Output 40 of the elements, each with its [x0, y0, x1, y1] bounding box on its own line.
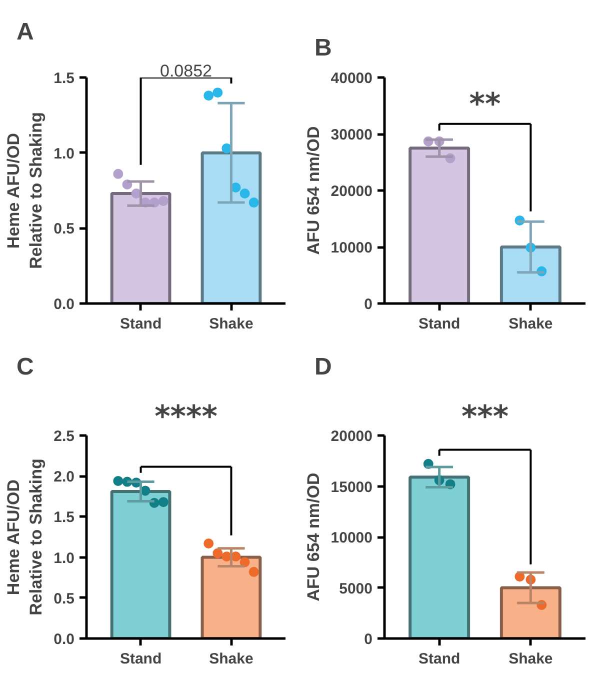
x-tick-label: Stand	[120, 650, 162, 668]
y-tick-label: 0	[364, 296, 372, 313]
y-tick-label: 40000	[330, 70, 373, 87]
x-tick-label: Shake	[209, 316, 254, 332]
x-tick-label: Shake	[508, 650, 553, 668]
x-tick-label: Stand	[120, 316, 162, 332]
x-tick-label: Shake	[508, 316, 553, 332]
x-tick-label: Shake	[209, 650, 254, 668]
y-axis-title: Heme AFU/OD Relative to Shaking	[4, 458, 46, 616]
chart-title: B	[314, 34, 332, 62]
y-tick-label: 2.0	[54, 468, 75, 486]
y-tick-label: 20000	[330, 428, 373, 445]
y-tick-label: 1.5	[54, 509, 75, 526]
text: ****	[154, 400, 218, 434]
y-tick-label: 15000	[330, 478, 373, 496]
y-tick-label: 5000	[339, 580, 373, 598]
y-tick-label: 10000	[330, 530, 373, 546]
y-axis-title: Heme AFU/OD Relative to Shaking	[4, 112, 46, 269]
y-tick-label: 1.0	[54, 145, 75, 162]
y-tick-label: 0.5	[54, 590, 75, 608]
chart-title: D	[314, 354, 332, 380]
y-tick-label: 30000	[330, 126, 373, 144]
y-tick-label: 10000	[330, 240, 373, 256]
y-tick-label: 0.0	[54, 296, 75, 313]
y-axis-title: AFU 654 nm/OD	[304, 126, 323, 255]
x-tick-label: Stand	[418, 316, 460, 332]
y-tick-label: 0.5	[54, 220, 75, 238]
y-tick-label: 2.5	[54, 428, 75, 445]
text: ***	[461, 400, 509, 434]
y-tick-label: 20000	[330, 183, 373, 200]
y-tick-label: 1.5	[54, 70, 75, 87]
y-tick-label: 0	[364, 631, 372, 648]
chart-title: A	[16, 18, 34, 46]
y-tick-label: 0.0	[54, 631, 75, 648]
y-axis-title: AFU 654 nm/OD	[304, 472, 323, 602]
chart-title: C	[16, 354, 34, 380]
annotation: **	[469, 86, 501, 122]
x-tick-label: Stand	[418, 650, 460, 668]
y-tick-label: 1.0	[54, 550, 75, 567]
annotation: 0.0852	[160, 62, 212, 80]
